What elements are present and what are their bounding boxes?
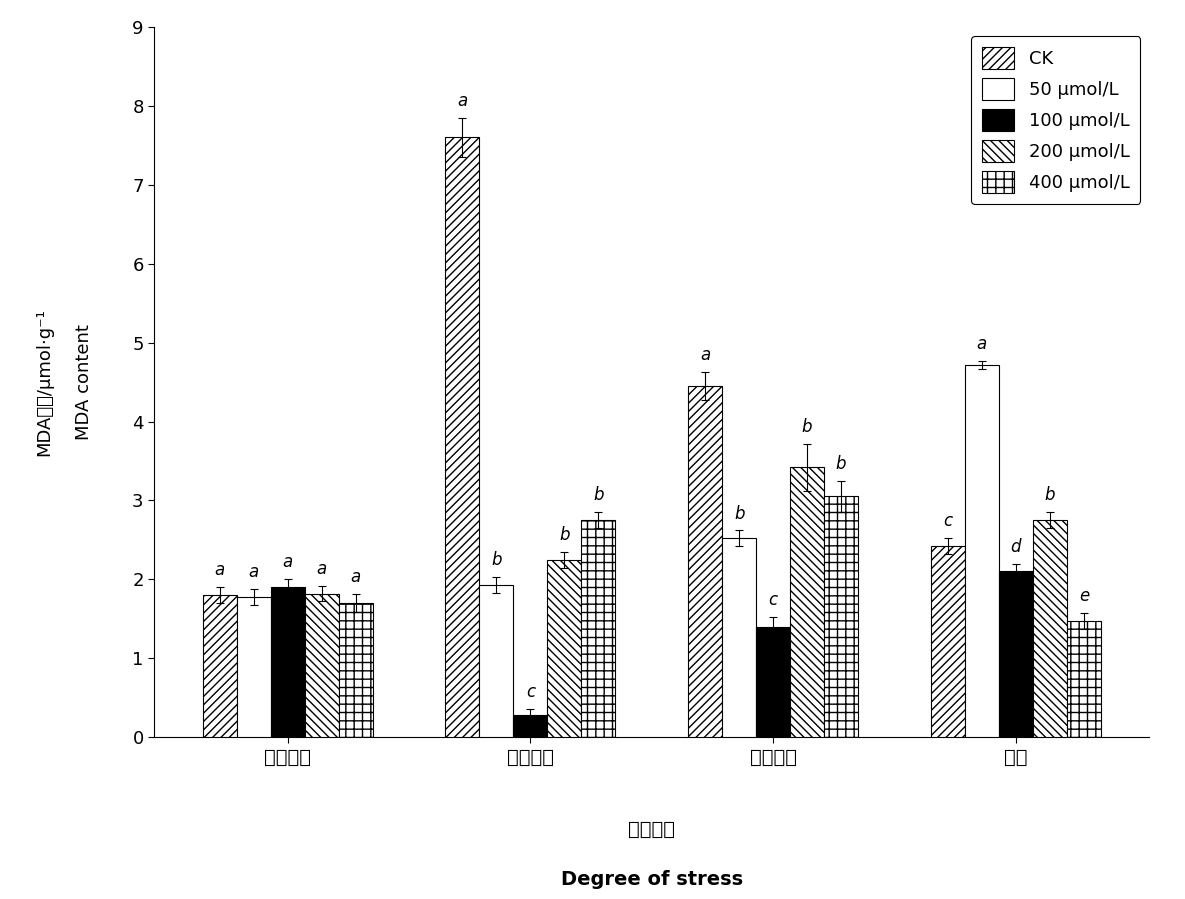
Text: a: a <box>249 563 258 581</box>
Text: b: b <box>734 504 744 522</box>
Bar <box>305 593 339 737</box>
Text: b: b <box>559 526 570 544</box>
Text: b: b <box>835 455 846 473</box>
Bar <box>931 547 965 737</box>
Bar <box>270 587 305 737</box>
Bar <box>480 585 513 737</box>
Text: c: c <box>943 512 953 530</box>
Bar <box>203 595 237 737</box>
Text: b: b <box>592 486 603 504</box>
Bar <box>756 627 790 737</box>
Bar <box>790 467 824 737</box>
Text: c: c <box>769 592 777 610</box>
Text: d: d <box>1011 538 1021 556</box>
Legend: CK, 50 μmol/L, 100 μmol/L, 200 μmol/L, 400 μmol/L: CK, 50 μmol/L, 100 μmol/L, 200 μmol/L, 4… <box>971 36 1140 204</box>
Text: a: a <box>214 561 225 579</box>
Text: MDA content: MDA content <box>76 325 94 440</box>
Text: 胁迫程度: 胁迫程度 <box>628 820 675 839</box>
Bar <box>1066 621 1101 737</box>
Bar <box>722 539 756 737</box>
Text: b: b <box>491 551 501 569</box>
Text: a: a <box>351 567 360 585</box>
Bar <box>824 496 858 737</box>
Bar <box>688 386 722 737</box>
Text: c: c <box>526 683 534 701</box>
Bar <box>339 603 372 737</box>
Text: b: b <box>1045 486 1055 504</box>
Text: a: a <box>457 92 468 110</box>
Bar <box>582 521 615 737</box>
Text: e: e <box>1078 587 1089 605</box>
Bar <box>965 365 999 737</box>
Text: MDA含量/μmol·g⁻¹: MDA含量/μmol·g⁻¹ <box>36 308 53 456</box>
Text: Degree of stress: Degree of stress <box>561 869 743 889</box>
Text: a: a <box>700 346 710 364</box>
Bar <box>513 715 547 737</box>
Bar <box>237 597 270 737</box>
Text: a: a <box>282 554 293 572</box>
Bar <box>1033 521 1066 737</box>
Text: a: a <box>316 560 327 578</box>
Bar <box>446 138 480 737</box>
Bar <box>999 572 1033 737</box>
Text: a: a <box>976 334 987 353</box>
Text: b: b <box>802 418 813 436</box>
Bar <box>547 559 582 737</box>
